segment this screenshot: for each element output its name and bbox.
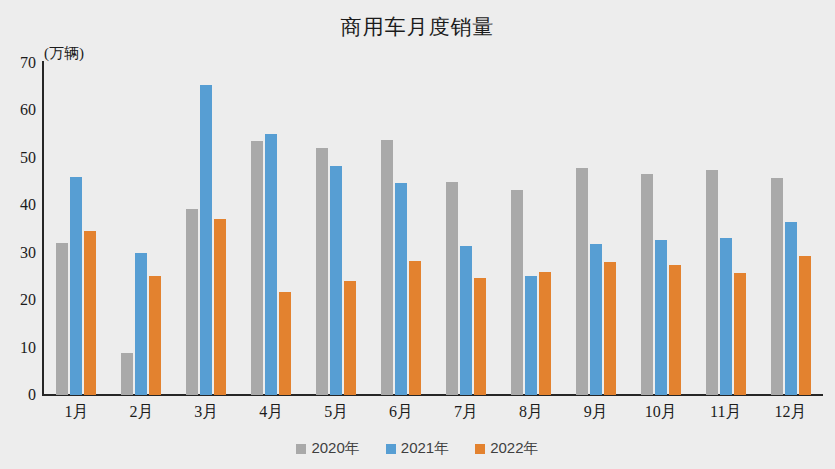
bar-2021年-11月 xyxy=(720,238,732,395)
x-axis-tick-label: 9月 xyxy=(563,402,628,423)
bar-2022年-4月 xyxy=(279,292,291,395)
legend-label: 2022年 xyxy=(490,439,538,458)
bar-group-8月 xyxy=(498,63,563,395)
x-axis-tick-label: 4月 xyxy=(239,402,304,423)
x-axis-tick-label: 7月 xyxy=(434,402,499,423)
x-axis-tick-label: 3月 xyxy=(174,402,239,423)
legend-swatch-icon xyxy=(296,444,306,454)
bar-2020年-5月 xyxy=(316,148,328,395)
bar-group-5月 xyxy=(304,63,369,395)
legend-label: 2020年 xyxy=(311,439,359,458)
plot-area xyxy=(44,63,823,395)
bar-2021年-8月 xyxy=(525,276,537,395)
x-axis-tick-label: 8月 xyxy=(498,402,563,423)
bar-2022年-2月 xyxy=(149,276,161,395)
y-axis-tick-label: 0 xyxy=(0,386,36,404)
x-axis-labels: 1月2月3月4月5月6月7月8月9月10月11月12月 xyxy=(44,402,823,423)
x-axis-tick-label: 11月 xyxy=(693,402,758,423)
bar-2021年-1月 xyxy=(70,177,82,395)
x-axis-tick-label: 12月 xyxy=(758,402,823,423)
bar-2022年-6月 xyxy=(409,261,421,395)
y-axis-tick-label: 50 xyxy=(0,149,36,167)
bar-2022年-10月 xyxy=(669,265,681,395)
legend-item-2022年: 2022年 xyxy=(475,439,538,458)
bar-2022年-5月 xyxy=(344,281,356,395)
x-axis-tick-label: 10月 xyxy=(628,402,693,423)
bar-2022年-12月 xyxy=(799,256,811,395)
bar-2021年-10月 xyxy=(655,240,667,395)
legend-swatch-icon xyxy=(475,444,485,454)
bar-2020年-8月 xyxy=(511,190,523,395)
bar-2021年-2月 xyxy=(135,253,147,395)
bar-2022年-7月 xyxy=(474,278,486,395)
x-axis-tick-label: 1月 xyxy=(44,402,109,423)
bar-2020年-3月 xyxy=(186,209,198,395)
x-axis-tick-label: 2月 xyxy=(109,402,174,423)
bar-2020年-9月 xyxy=(576,168,588,395)
bar-2020年-12月 xyxy=(771,178,783,395)
bar-group-2月 xyxy=(109,63,174,395)
bar-2021年-5月 xyxy=(330,166,342,395)
bar-group-3月 xyxy=(174,63,239,395)
bar-2022年-3月 xyxy=(214,219,226,395)
legend-swatch-icon xyxy=(386,444,396,454)
bar-group-4月 xyxy=(239,63,304,395)
bar-group-10月 xyxy=(628,63,693,395)
chart: 商用车月度销量 (万辆) 0 10 20 30 40 50 60 70 1月2月3月4月5月6… xyxy=(0,0,835,469)
bar-group-9月 xyxy=(563,63,628,395)
x-axis-tick-label: 6月 xyxy=(369,402,434,423)
legend-item-2020年: 2020年 xyxy=(296,439,359,458)
bar-group-1月 xyxy=(44,63,109,395)
legend-label: 2021年 xyxy=(401,439,449,458)
y-axis-tick-label: 70 xyxy=(0,54,36,72)
bar-2022年-8月 xyxy=(539,272,551,395)
bar-2020年-2月 xyxy=(121,353,133,395)
x-axis-tick-label: 5月 xyxy=(304,402,369,423)
bar-2020年-11月 xyxy=(706,170,718,395)
legend-item-2021年: 2021年 xyxy=(386,439,449,458)
y-axis-tick-label: 10 xyxy=(0,339,36,357)
bar-2020年-10月 xyxy=(641,174,653,395)
y-axis-tick-label: 30 xyxy=(0,244,36,262)
bar-2021年-3月 xyxy=(200,85,212,395)
y-axis-tick-label: 20 xyxy=(0,291,36,309)
legend: 2020年 2021年 2022年 xyxy=(0,439,835,458)
bar-group-11月 xyxy=(693,63,758,395)
bar-2021年-12月 xyxy=(785,222,797,395)
y-axis-unit-label: (万辆) xyxy=(44,44,84,63)
bar-2020年-1月 xyxy=(56,243,68,395)
bar-group-12月 xyxy=(758,63,823,395)
bar-group-6月 xyxy=(369,63,434,395)
bar-2021年-7月 xyxy=(460,246,472,395)
bar-2021年-9月 xyxy=(590,244,602,395)
bar-2022年-11月 xyxy=(734,273,746,395)
bar-2022年-9月 xyxy=(604,262,616,395)
y-axis-tick-label: 40 xyxy=(0,196,36,214)
y-axis-tick-label: 60 xyxy=(0,101,36,119)
bar-2021年-4月 xyxy=(265,134,277,395)
chart-title: 商用车月度销量 xyxy=(0,13,835,41)
bar-group-7月 xyxy=(434,63,499,395)
bar-2021年-6月 xyxy=(395,183,407,395)
bar-2020年-4月 xyxy=(251,141,263,395)
bar-2022年-1月 xyxy=(84,231,96,395)
bar-2020年-6月 xyxy=(381,140,393,395)
bar-2020年-7月 xyxy=(446,182,458,395)
y-axis-labels: 0 10 20 30 40 50 60 70 xyxy=(0,0,36,469)
